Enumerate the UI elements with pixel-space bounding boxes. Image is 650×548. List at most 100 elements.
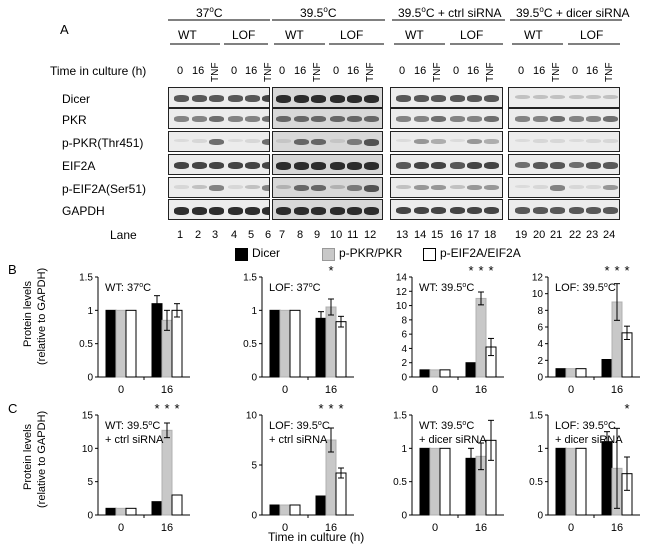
- blot-band: [602, 162, 618, 169]
- blot-band: [602, 207, 618, 214]
- blot-strip: [168, 131, 270, 152]
- blot-band: [191, 162, 207, 169]
- lane-number: 16: [450, 229, 463, 241]
- blot-band: [514, 95, 530, 99]
- x-tick-label: 16: [611, 522, 623, 534]
- blot-band: [244, 185, 260, 189]
- blot-band: [568, 185, 584, 189]
- bar: [601, 359, 613, 378]
- blot-band: [466, 185, 482, 190]
- blot-band: [275, 185, 291, 189]
- x-tick-label: 0: [568, 384, 574, 396]
- lane-number: 7: [279, 229, 286, 241]
- y-tick-label: 0.5: [393, 477, 407, 488]
- blot-band: [293, 207, 309, 215]
- blot-band: [602, 139, 618, 143]
- time-point-label: 16: [347, 65, 360, 77]
- blot-band: [275, 95, 291, 103]
- blot-band: [261, 185, 269, 191]
- legend-swatch-ppkr: [322, 248, 335, 261]
- blot-band: [483, 139, 499, 144]
- blot-strip: [508, 108, 620, 129]
- x-tick-label: 16: [611, 384, 623, 396]
- blot-band: [208, 185, 224, 191]
- blot-band: [483, 185, 499, 190]
- blot-strip: [390, 177, 503, 198]
- bar: [171, 494, 183, 516]
- chart-title: WT: 37oC: [105, 282, 151, 294]
- x-tick-label: 0: [118, 384, 124, 396]
- chart-subtitle: + ctrl siRNA: [269, 434, 328, 446]
- blot-band: [244, 162, 260, 169]
- blot-band: [430, 207, 446, 214]
- lane-number: 8: [297, 229, 304, 241]
- significance-star: *: [624, 263, 629, 278]
- blot-band: [363, 95, 379, 103]
- row-label-dicer: Dicer: [62, 92, 91, 106]
- blot-band: [261, 95, 269, 102]
- lane-number: 11: [347, 229, 359, 241]
- condition-header-37c: 37oC: [196, 5, 223, 20]
- y-tick-label: 10: [82, 444, 94, 455]
- time-point-label: 16: [414, 65, 427, 77]
- blot-band: [430, 162, 446, 169]
- y-tick-label: 12: [532, 273, 544, 284]
- lane-number: 9: [314, 229, 321, 241]
- blot-band: [483, 95, 499, 102]
- bar: [279, 504, 291, 516]
- bar: [565, 368, 577, 378]
- lane-label: Lane: [110, 228, 137, 242]
- chart-title: LOF: 39.5oC: [555, 420, 616, 432]
- chart-subtitle: + dicer siRNA: [419, 434, 487, 446]
- blot-band: [208, 207, 224, 215]
- blot-band: [244, 95, 260, 102]
- x-tick-label: 16: [325, 384, 337, 396]
- blot-strip: [272, 108, 383, 129]
- significance-star: *: [624, 401, 629, 416]
- lane-number: 23: [586, 229, 599, 241]
- y-tick-label: 0: [251, 511, 257, 522]
- blot-strip: [508, 154, 620, 175]
- time-point-label: 0: [231, 65, 238, 77]
- bar: [105, 507, 117, 516]
- panel-a-letter: A: [60, 22, 69, 37]
- blot-band: [602, 95, 618, 99]
- blot-band: [310, 95, 326, 103]
- time-point-label: 16: [586, 65, 599, 77]
- y-tick-label: 2: [537, 356, 543, 367]
- blot-band: [173, 116, 189, 122]
- lane-number: 24: [603, 229, 616, 241]
- significance-star: *: [164, 401, 169, 416]
- bar: [335, 321, 347, 378]
- blot-band: [329, 116, 345, 122]
- blot-band: [532, 139, 548, 143]
- significance-star: *: [318, 401, 323, 416]
- y-tick-label: 4: [401, 344, 407, 355]
- chart-title: LOF: 39.5oC: [555, 282, 616, 294]
- blot-band: [514, 162, 530, 168]
- bar: [575, 368, 587, 378]
- time-point-label: 16: [533, 65, 546, 77]
- blot-band: [585, 139, 601, 143]
- lane-number: 13: [396, 229, 409, 241]
- row-label-p-eif2a: p-EIF2A(Ser51): [62, 182, 147, 196]
- blot-band: [329, 95, 345, 103]
- condition-header-39c: 39.5oC: [300, 5, 337, 20]
- bar: [279, 309, 291, 378]
- y-tick-label: 8: [537, 306, 543, 317]
- blot-band: [244, 139, 260, 143]
- genotype-wt-1: WT: [178, 28, 197, 42]
- y-tick-label: 12: [396, 287, 408, 298]
- legend-label-dicer: Dicer: [252, 246, 281, 260]
- time-in-culture-label: Time in culture (h): [50, 64, 147, 78]
- chart-title: LOF: 39.5oC: [269, 420, 330, 432]
- blot-band: [532, 95, 548, 99]
- blot-band: [346, 162, 362, 170]
- blot-band: [329, 207, 345, 215]
- blot-band: [191, 185, 207, 189]
- blot-band: [449, 116, 465, 122]
- y-tick-label: 2: [401, 358, 407, 369]
- blot-band: [514, 139, 530, 143]
- bar: [269, 504, 281, 516]
- bar: [105, 309, 117, 378]
